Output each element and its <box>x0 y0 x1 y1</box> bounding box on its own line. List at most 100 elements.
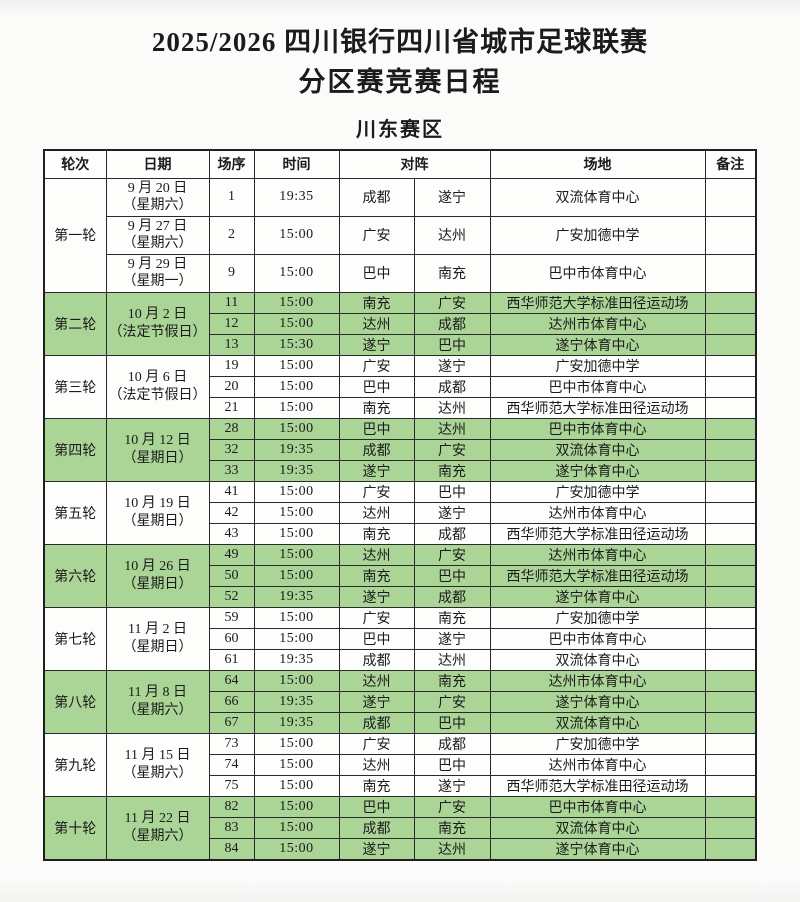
remark-cell <box>704 774 757 797</box>
date-line-1: 9 月 29 日 <box>127 256 188 272</box>
header-time: 时间 <box>253 149 340 179</box>
match-no-cell: 74 <box>208 753 255 776</box>
away-team-cell: 成都 <box>413 585 491 608</box>
match-no-cell: 20 <box>208 375 255 398</box>
date-line-1: 10 月 2 日 <box>127 307 188 322</box>
home-team-cell: 巴中 <box>338 253 415 293</box>
time-cell: 15:00 <box>253 501 340 524</box>
round-label-cell: 第四轮 <box>43 417 107 482</box>
remark-cell <box>704 177 757 217</box>
venue-cell: 西华师范大学标准田径运动场 <box>489 522 706 545</box>
home-team-cell: 南充 <box>338 564 415 587</box>
date-line-1: 10 月 19 日 <box>124 496 191 511</box>
remark-cell <box>704 585 757 608</box>
round-label-cell: 第五轮 <box>43 480 107 545</box>
match-row: 52 19:35 遂宁 成都 遂宁体育中心 <box>44 585 757 608</box>
away-team-cell: 巴中 <box>413 711 491 734</box>
venue-cell: 巴中市体育中心 <box>489 795 706 818</box>
date-line-2: （法定节假日） <box>108 324 207 340</box>
time-cell: 19:35 <box>253 585 340 608</box>
date-line-1: 10 月 6 日 <box>127 370 188 385</box>
round-label-cell: 第八轮 <box>43 669 107 734</box>
page-subtitle: 分区赛竞赛日程 <box>298 66 502 97</box>
round-label-cell: 第九轮 <box>43 732 107 797</box>
away-team-cell: 遂宁 <box>413 774 491 797</box>
date-line-1: 10 月 12 日 <box>124 433 191 448</box>
time-cell: 19:35 <box>253 711 340 734</box>
home-team-cell: 南充 <box>338 522 415 545</box>
match-no-cell: 2 <box>208 215 255 255</box>
match-no-cell: 49 <box>208 543 255 566</box>
date-line-2: （星期日） <box>122 576 193 592</box>
date-line-1: 9 月 27 日 <box>127 218 188 234</box>
venue-cell: 巴中市体育中心 <box>489 417 706 440</box>
date-line-1: 10 月 26 日 <box>124 559 191 574</box>
away-team-cell: 达州 <box>413 215 491 255</box>
home-team-cell: 遂宁 <box>338 459 415 482</box>
match-no-cell: 66 <box>208 690 255 713</box>
remark-cell <box>704 753 757 776</box>
venue-cell: 遂宁体育中心 <box>489 690 706 713</box>
match-no-cell: 59 <box>208 606 255 629</box>
time-cell: 15:00 <box>253 753 340 776</box>
match-no-cell: 33 <box>208 459 255 482</box>
remark-cell <box>704 333 757 356</box>
time-cell: 15:00 <box>253 480 340 503</box>
match-no-cell: 19 <box>208 354 255 377</box>
home-team-cell: 遂宁 <box>338 585 415 608</box>
time-cell: 15:00 <box>253 375 340 398</box>
date-line-2: （法定节假日） <box>108 387 207 403</box>
venue-cell: 双流体育中心 <box>489 711 706 734</box>
date-line-2: （星期六） <box>122 765 193 781</box>
time-cell: 15:00 <box>253 396 340 419</box>
date-cell: 9 月 20 日 （星期六） <box>105 177 210 217</box>
time-cell: 15:00 <box>253 522 340 545</box>
match-no-cell: 73 <box>208 732 255 755</box>
away-team-cell: 南充 <box>413 669 491 692</box>
venue-cell: 遂宁体育中心 <box>489 585 706 608</box>
match-row: 第八轮 11 月 8 日 （星期六） 64 15:00 达州 南充 达州市体育中心 <box>43 669 757 734</box>
time-cell: 15:00 <box>253 627 340 650</box>
date-cell: 10 月 2 日 （法定节假日） <box>105 291 210 356</box>
round-label-cell: 第一轮 <box>43 177 107 293</box>
match-no-cell: 12 <box>208 312 255 335</box>
venue-cell: 双流体育中心 <box>489 438 706 461</box>
match-row: 第二轮 10 月 2 日 （法定节假日） 11 15:00 南充 广安 西华师范大学标准田径运… <box>43 291 757 356</box>
venue-cell: 达州市体育中心 <box>489 543 706 566</box>
match-no-cell: 28 <box>208 417 255 440</box>
away-team-cell: 达州 <box>413 837 491 860</box>
venue-cell: 达州市体育中心 <box>489 312 706 335</box>
home-team-cell: 广安 <box>338 354 415 377</box>
schedule-table: 轮次 日期 场序 时间 对阵 场地 备注 第一轮 9 月 20 日（星期六） 1 19… <box>43 148 757 861</box>
remark-cell <box>704 459 757 482</box>
home-team-cell: 巴中 <box>338 795 415 818</box>
date-line-1: 9 月 20 日 <box>127 180 188 196</box>
match-row: 84 15:00 遂宁 达州 遂宁体育中心 <box>44 837 757 860</box>
date-cell: 10 月 26 日 （星期日） <box>105 543 210 608</box>
header-date: 日期 <box>105 149 210 179</box>
match-no-cell: 84 <box>208 837 255 860</box>
home-team-cell: 广安 <box>338 732 415 755</box>
match-row: 第五轮 10 月 19 日（星期日） 41 15:00 广安 巴中 广安加德中学 <box>43 480 757 545</box>
date-cell: 9 月 29 日 （星期一） <box>105 253 210 293</box>
date-line-2: （星期六） <box>122 702 193 718</box>
match-no-cell: 83 <box>208 816 255 839</box>
time-cell: 15:00 <box>253 291 340 314</box>
remark-cell <box>704 291 757 314</box>
venue-cell: 西华师范大学标准田径运动场 <box>489 396 706 419</box>
away-team-cell: 广安 <box>413 795 491 818</box>
time-cell: 15:00 <box>253 354 340 377</box>
venue-cell: 广安加德中学 <box>489 215 706 255</box>
time-cell: 15:00 <box>253 253 340 293</box>
date-line-1: 11 月 22 日 <box>124 811 191 826</box>
away-team-cell: 巴中 <box>413 333 491 356</box>
time-cell: 15:00 <box>253 795 340 818</box>
match-row: 12 15:00 达州 成都 达州市体育中心 <box>44 312 757 335</box>
time-cell: 15:00 <box>253 774 340 797</box>
away-team-cell: 遂宁 <box>413 354 491 377</box>
venue-cell: 遂宁体育中心 <box>489 837 706 860</box>
match-no-cell: 11 <box>208 291 255 314</box>
match-no-cell: 13 <box>208 333 255 356</box>
remark-cell <box>704 375 757 398</box>
home-team-cell: 南充 <box>338 396 415 419</box>
